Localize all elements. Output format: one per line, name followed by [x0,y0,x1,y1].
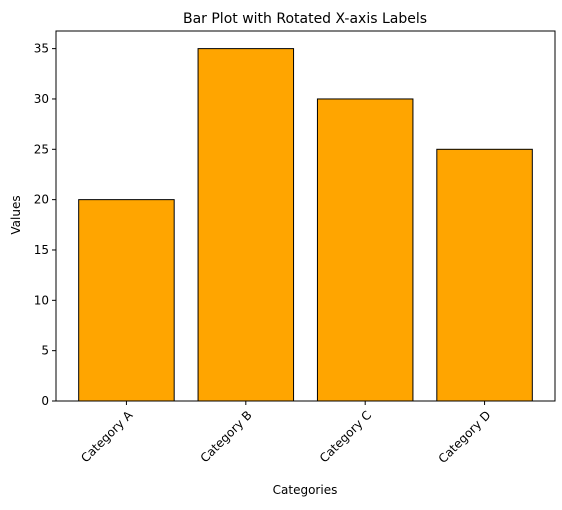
y-axis-label: Values [9,195,23,234]
bar [316,98,414,402]
y-tick-label: 20 [34,193,49,207]
y-tick-label: 30 [34,92,49,106]
bar [78,199,175,402]
y-tick-label: 10 [34,293,49,307]
chart-title: Bar Plot with Rotated X-axis Labels [183,11,427,27]
x-tick-label: Category B [198,408,255,465]
bar [197,48,295,402]
x-tick-label: Category D [436,408,494,466]
y-tick-label: 35 [34,42,49,56]
x-tick-label: Category C [317,408,374,465]
plot-frame [55,30,556,402]
y-tick-label: 0 [41,394,49,408]
y-tick-label: 5 [41,344,49,358]
y-tick-label: 25 [34,142,49,156]
x-tick-label: Category A [78,407,136,465]
bar [436,148,533,402]
y-tick-label: 15 [34,243,49,257]
x-axis-label: Categories [273,483,338,497]
